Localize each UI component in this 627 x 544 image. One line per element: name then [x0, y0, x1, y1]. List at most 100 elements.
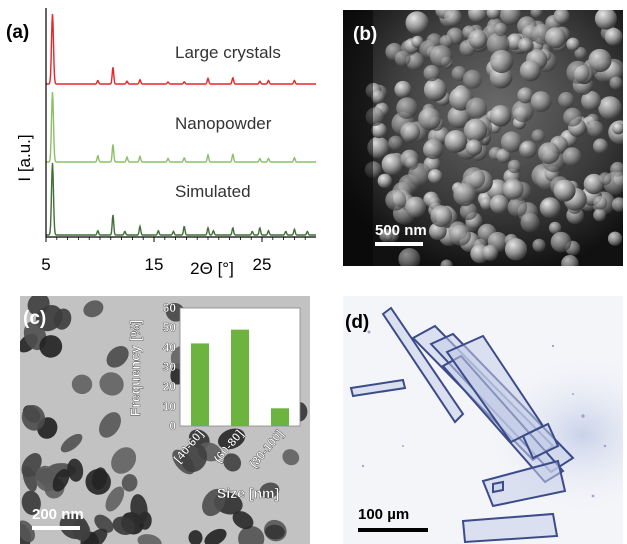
tem-particle — [85, 469, 111, 495]
sem-particle — [381, 153, 404, 176]
sem-particle — [463, 69, 482, 89]
tem-particle — [20, 520, 35, 543]
tem-particle — [121, 474, 138, 492]
sem-particle — [593, 208, 606, 222]
sem-particle — [499, 10, 522, 25]
sem-particle — [517, 87, 534, 104]
sem-particle — [480, 197, 493, 211]
sem-particle — [490, 49, 514, 74]
tem-particle — [223, 453, 242, 472]
sem-particle — [430, 45, 453, 68]
sem-particle — [574, 47, 587, 60]
xrd-trace-simulated — [46, 162, 316, 236]
tem-particle — [94, 514, 114, 533]
xrd-trace-nanopowder — [46, 91, 316, 163]
histogram-x-tick-label: (80-100] — [246, 427, 286, 471]
sem-particle — [371, 90, 385, 104]
sem-particle — [405, 196, 427, 218]
sem-particle — [607, 231, 623, 246]
histogram-y-tick-label: 0 — [169, 419, 176, 433]
histogram-y-tick-label: 20 — [163, 380, 177, 394]
tem-particle — [21, 404, 46, 431]
sem-particle — [418, 107, 441, 131]
sem-particle — [450, 224, 471, 246]
sem-particle — [468, 10, 488, 23]
histogram-y-tick-label: 10 — [163, 399, 177, 413]
tem-particle — [99, 412, 121, 438]
sem-particle — [612, 122, 623, 135]
tem-particle — [137, 534, 162, 544]
sem-particle — [423, 64, 440, 82]
sem-particle — [444, 10, 462, 27]
size-histogram: 0 10 20 30 40 50 60 [40-60] (60-80] (80-100] Fre… — [127, 301, 301, 501]
sem-particle — [447, 105, 471, 129]
sem-particle — [423, 78, 447, 102]
sem-particle — [394, 80, 412, 99]
tem-particle — [130, 494, 148, 524]
tem-particle — [60, 433, 83, 453]
tem-particle — [72, 519, 91, 542]
sem-particle — [423, 139, 444, 160]
tem-particle — [259, 482, 280, 499]
sem-particle — [496, 148, 511, 164]
histogram-bar — [191, 343, 209, 426]
sem-particle — [566, 60, 590, 84]
histogram-x-tick-label: [40-60] — [171, 427, 207, 466]
tem-particle — [188, 530, 203, 544]
sem-particle — [519, 60, 541, 82]
tem-particle — [99, 372, 124, 396]
tem-particle — [83, 300, 104, 318]
sem-particle — [400, 122, 421, 142]
sem-particle — [396, 97, 418, 119]
sem-particle — [594, 10, 617, 30]
trace-label-nanopowder: Nanopowder — [175, 114, 272, 133]
sem-particle — [504, 238, 528, 261]
sem-particle — [405, 156, 419, 170]
sem-particle — [558, 91, 575, 109]
sem-particle — [550, 231, 572, 253]
sem-particle — [465, 97, 488, 119]
sem-particle — [520, 213, 540, 233]
sem-texture — [343, 10, 623, 266]
sem-particle — [511, 100, 534, 123]
sem-particle — [405, 11, 429, 35]
sem-particle — [388, 135, 403, 151]
xrd-chart: 5 15 25 I [a.u.] 2Θ [°] Large crystals Nan… — [15, 8, 316, 278]
sem-particle — [604, 27, 623, 46]
xrd-trace-large-crystals — [46, 13, 316, 85]
sem-particle — [517, 37, 533, 53]
optical-image: (d) 100 µm — [343, 296, 623, 544]
tem-particle — [21, 490, 41, 515]
trace-label-large-crystals: Large crystals — [175, 43, 281, 62]
tem-particle — [265, 524, 285, 540]
sem-particle — [519, 140, 537, 159]
sem-particle — [539, 197, 561, 219]
tem-scalebar — [32, 526, 80, 530]
sem-particle — [531, 129, 545, 143]
histogram-bar — [231, 329, 249, 426]
sem-particle — [500, 131, 523, 153]
panel-c-label: (c) — [23, 308, 47, 329]
tem-particle — [202, 488, 226, 517]
sem-particle — [609, 76, 623, 90]
tem-particle — [204, 528, 227, 544]
optical-texture — [343, 296, 623, 544]
tem-particle — [34, 465, 59, 492]
sem-particle — [561, 255, 579, 266]
tem-particle — [105, 486, 125, 512]
sem-particle — [494, 22, 508, 37]
sem-scalebar — [375, 242, 423, 246]
histogram-y-tick-label: 50 — [163, 321, 177, 335]
tem-particle — [106, 345, 129, 368]
tem-particle — [52, 468, 70, 492]
tem-particle — [180, 443, 208, 473]
tem-scalebar-label: 200 nm — [32, 506, 84, 523]
sem-particle — [530, 91, 552, 112]
sem-particle — [507, 159, 522, 174]
tem-particle — [71, 374, 93, 395]
sem-particle — [566, 37, 580, 51]
sem-particle — [538, 142, 560, 165]
sem-particle — [593, 195, 608, 210]
sem-particle — [482, 244, 499, 261]
sem-particle — [394, 50, 411, 67]
